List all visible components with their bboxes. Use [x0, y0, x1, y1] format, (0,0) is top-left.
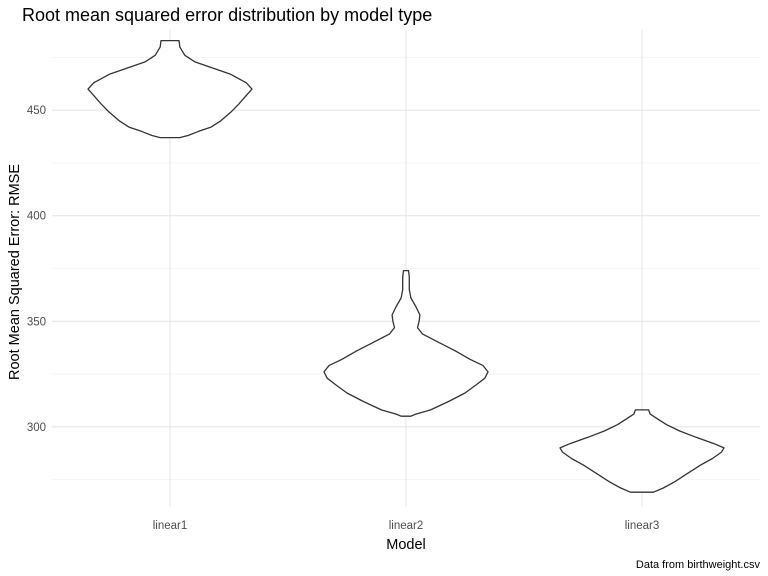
violin-linear1: [87, 39, 253, 139]
violin-shapes: [87, 39, 725, 493]
y-tick-label: 450: [27, 105, 46, 117]
violin-linear3: [559, 409, 725, 493]
x-tick-label: linear3: [625, 520, 660, 532]
x-tick-label: linear2: [389, 520, 424, 532]
y-tick-label: 350: [27, 316, 46, 328]
chart-caption: Data from birthweight.csv: [636, 559, 761, 571]
x-tick-label: linear1: [153, 520, 188, 532]
y-tick-label: 400: [27, 211, 46, 223]
y-tick-label: 300: [27, 422, 46, 434]
x-axis-title: Model: [386, 537, 426, 553]
y-tick-labels: 300 350 400 450: [27, 105, 46, 434]
x-tick-labels: linear1 linear2 linear3: [153, 520, 660, 532]
y-axis-title: Root Mean Squared Error: RMSE: [7, 164, 23, 380]
chart-title: Root mean squared error distribution by …: [22, 5, 432, 25]
violin-linear2: [323, 269, 489, 417]
